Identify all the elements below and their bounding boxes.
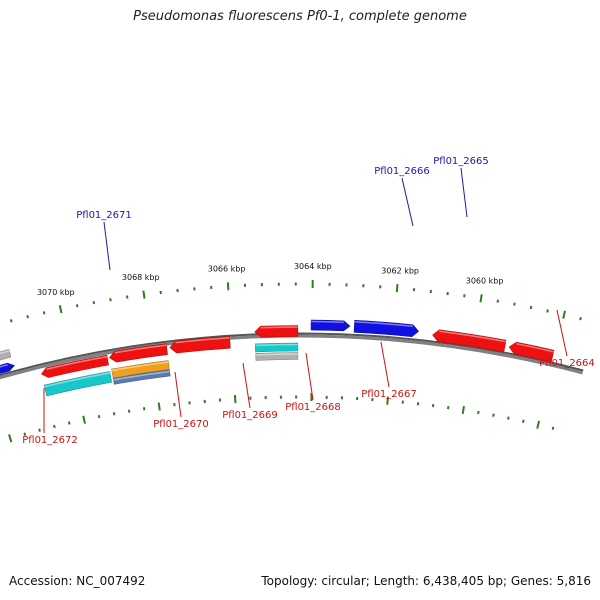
- inner-scale-tick: [521, 419, 525, 423]
- gene-red-2664-highlight: [439, 330, 506, 343]
- outer-scale-tick: [142, 290, 146, 299]
- gene-label[interactable]: Pfl01_2668: [285, 402, 341, 413]
- outer-scale-tick: [529, 305, 533, 310]
- gene-cyan-2670-highlight: [44, 372, 111, 388]
- gene-label-leader: [556, 309, 568, 357]
- gene-blue-2665-highlight: [354, 321, 414, 327]
- outer-scale-tick: [496, 299, 500, 303]
- gene-red-2669[interactable]: [109, 343, 168, 363]
- inner-scale-tick: [386, 396, 389, 405]
- outer-scale-tick: [579, 317, 582, 321]
- gene-label[interactable]: Pfl01_2670: [153, 419, 209, 430]
- gene-label[interactable]: Pfl01_2667: [361, 389, 417, 400]
- gene-blue-2666-highlight: [311, 320, 345, 324]
- inner-scale-tick: [8, 434, 13, 443]
- gene-label-leader: [242, 362, 251, 409]
- gene-red-2670-highlight: [46, 355, 108, 370]
- outer-scale-tick: [395, 284, 399, 293]
- inner-scale-tick: [82, 415, 86, 424]
- inner-scale-tick: [507, 416, 510, 420]
- outer-scale-tick: [58, 305, 63, 314]
- gene-label[interactable]: Pfl01_2666: [374, 166, 430, 177]
- gene-red-2668[interactable]: [169, 335, 231, 354]
- gene-label-leader: [401, 177, 414, 227]
- gene-label-leader: [460, 167, 468, 218]
- gene-label[interactable]: Pfl01_2665: [433, 156, 489, 167]
- inner-scale-tick: [492, 413, 495, 417]
- outer-scale-tick: [26, 314, 29, 319]
- gene-red-2663-highlight: [515, 342, 554, 353]
- kbp-label: 3066 kbp: [208, 264, 246, 273]
- genome-backbone-shadow: [0, 332, 584, 377]
- gene-blue-2671-highlight: [0, 363, 9, 368]
- gene-label[interactable]: Pfl01_2671: [76, 210, 132, 221]
- inner-scale-tick: [536, 420, 541, 429]
- inner-scale-tick: [97, 414, 101, 419]
- kbp-label: 3062 kbp: [381, 266, 419, 275]
- outer-scale-tick: [562, 310, 566, 319]
- inner-scale-tick: [551, 426, 555, 430]
- gene-label[interactable]: Pfl01_2664: [539, 358, 595, 369]
- outer-scale-tick: [92, 300, 96, 305]
- gene-label[interactable]: Pfl01_2672: [22, 435, 78, 446]
- outer-scale-tick: [479, 294, 483, 303]
- inner-scale-tick: [67, 421, 71, 425]
- gene-cyan-2667-highlight: [255, 343, 298, 347]
- gene-red-2668-highlight: [175, 337, 230, 344]
- accession-text: Accession: NC_007492: [9, 574, 146, 588]
- inner-scale-tick: [157, 402, 161, 411]
- kbp-label: 3070 kbp: [37, 288, 75, 297]
- inner-scale-tick: [23, 432, 27, 436]
- gene-label-leader: [103, 221, 111, 271]
- outer-scale-tick: [513, 302, 516, 306]
- gene-red-2663[interactable]: [508, 341, 555, 363]
- inner-scale-tick: [53, 424, 56, 429]
- gene-label[interactable]: Pfl01_2669: [222, 410, 278, 421]
- inner-scale-tick: [461, 405, 465, 415]
- gene-red-2667[interactable]: [254, 325, 299, 338]
- genome-title: Pseudomonas fluorescens Pf0-1, complete …: [133, 9, 467, 24]
- gene-steel-2669-highlight: [113, 370, 170, 381]
- genome-stats-text: Topology: circular; Length: 6,438,405 bp…: [261, 574, 591, 588]
- gene-blue-2665[interactable]: [353, 320, 419, 337]
- gene-orange-2669[interactable]: [111, 360, 170, 379]
- gene-red-2670[interactable]: [41, 354, 109, 378]
- outer-scale-tick: [75, 304, 79, 308]
- inner-scale-tick: [477, 410, 480, 415]
- gene-grey-2667-highlight: [255, 353, 298, 356]
- gene-red-2667-highlight: [260, 326, 298, 329]
- outer-scale-tick: [42, 311, 46, 315]
- gene-label-leader: [380, 341, 390, 388]
- outer-scale-tick: [546, 309, 549, 313]
- gene-red-2669-highlight: [114, 344, 167, 354]
- kbp-label: 3068 kbp: [122, 273, 160, 282]
- inner-scale-tick: [38, 428, 41, 432]
- gene-cyan-2670[interactable]: [43, 371, 113, 397]
- gene-grey-top-highlight: [0, 350, 10, 355]
- gene-label-leader: [305, 352, 314, 401]
- kbp-label: 3060 kbp: [466, 277, 504, 286]
- gene-orange-2669-highlight: [111, 361, 169, 372]
- inner-scale-tick: [112, 412, 116, 416]
- outer-scale-tick: [9, 319, 13, 323]
- kbp-label: 3064 kbp: [294, 262, 332, 271]
- gene-red-2664[interactable]: [432, 329, 507, 353]
- gene-label-leader: [174, 371, 182, 418]
